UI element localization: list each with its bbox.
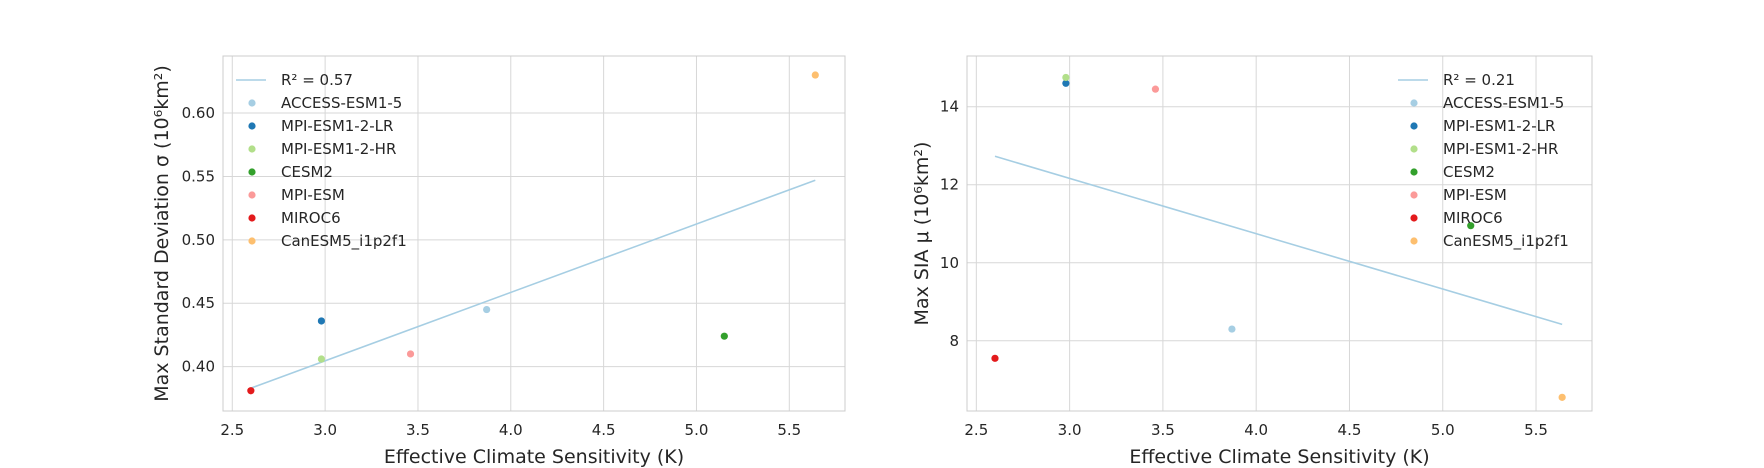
x-axis-label: Effective Climate Sensitivity (K) <box>384 446 684 468</box>
legend-label: MPI-ESM <box>1443 186 1507 204</box>
sia-vs-ecs-panel: 2.5 3.0 3.5 4.0 4.5 5.0 5.5 8 10 12 14 Effective Cl… <box>911 55 1593 468</box>
legend-marker <box>1410 145 1418 153</box>
y-axis-label: Max SIA μ (10⁶km²) <box>911 142 933 326</box>
legend-marker <box>248 168 256 176</box>
x-tick-label: 2.5 <box>220 421 244 439</box>
data-point-mpi-esm1-2-hr <box>1062 73 1070 82</box>
x-tick-label: 4.5 <box>1338 421 1362 439</box>
y-tick-label: 0.40 <box>182 358 215 376</box>
x-tick-label: 4.0 <box>1244 421 1268 439</box>
legend-label: CanESM5_i1p2f1 <box>1443 232 1569 251</box>
legend-label: ACCESS-ESM1-5 <box>1443 94 1564 112</box>
sd-vs-ecs-panel: 2.5 3.0 3.5 4.0 4.5 5.0 5.5 0.40 0.45 0.50 0.55 0.6… <box>151 55 846 468</box>
x-axis-label: Effective Climate Sensitivity (K) <box>1129 446 1429 468</box>
data-point-canesm5-i1p2f1 <box>1558 393 1566 401</box>
legend-marker <box>1410 168 1418 176</box>
legend-label: MIROC6 <box>1443 209 1503 227</box>
legend-label: CESM2 <box>281 163 333 181</box>
legend-marker <box>248 122 256 130</box>
legend-label: MPI-ESM1-2-HR <box>281 140 396 158</box>
plot-frame <box>222 55 846 412</box>
data-point-canesm5-i1p2f1 <box>811 71 819 79</box>
data-point-mpi-esm <box>1151 85 1160 93</box>
y-tick-label: 14 <box>940 98 959 116</box>
legend-marker <box>248 145 256 153</box>
data-point-access-esm1-5 <box>1228 325 1236 333</box>
y-tick-label: 12 <box>940 176 959 194</box>
x-tick-label: 3.5 <box>406 421 430 439</box>
regression-line <box>994 155 1563 326</box>
data-point-cesm2 <box>1467 222 1475 230</box>
x-tick-label: 3.5 <box>1151 421 1175 439</box>
y-tick-label: 0.60 <box>182 104 215 122</box>
legend-label: R² = 0.57 <box>281 71 353 89</box>
legend-label: R² = 0.21 <box>1443 71 1515 89</box>
y-axis-label: Max Standard Deviation σ (10⁶km²) <box>151 65 173 402</box>
legend-label: CanESM5_i1p2f1 <box>281 232 407 251</box>
legend-label: CESM2 <box>1443 163 1495 181</box>
legend-label: MPI-ESM1-2-HR <box>1443 140 1558 158</box>
y-tick-label: 0.55 <box>182 167 215 185</box>
data-point-mpi-esm1-2-hr <box>317 355 326 363</box>
x-tick-label: 3.0 <box>313 421 337 439</box>
legend-label: MIROC6 <box>281 209 341 227</box>
legend-marker <box>248 214 256 222</box>
data-point-access-esm1-5 <box>483 305 491 314</box>
legend-label: MPI-ESM <box>281 186 345 204</box>
x-tick-label: 3.0 <box>1058 421 1082 439</box>
y-tick-label: 0.50 <box>182 231 215 249</box>
data-point-miroc6 <box>991 354 999 362</box>
y-tick-label: 10 <box>940 254 959 272</box>
legend-marker <box>1410 122 1418 130</box>
plot-frame <box>966 55 1593 412</box>
x-tick-label: 4.0 <box>499 421 523 439</box>
x-tick-label: 2.5 <box>964 421 988 439</box>
data-point-mpi-esm <box>406 350 415 358</box>
legend-label: MPI-ESM1-2-LR <box>281 117 393 135</box>
legend-marker <box>1410 237 1418 245</box>
x-tick-label: 5.5 <box>777 421 801 439</box>
legend-label: ACCESS-ESM1-5 <box>281 94 402 112</box>
legend: R² = 0.21 ACCESS-ESM1-5 MPI-ESM1-2-LR MPI-E… <box>1398 71 1569 251</box>
legend-label: MPI-ESM1-2-LR <box>1443 117 1555 135</box>
legend: R² = 0.57 ACCESS-ESM1-5 MPI-ESM1-2-LR MPI-E… <box>236 71 407 251</box>
y-tick-label: 8 <box>949 332 959 350</box>
regression-line <box>250 179 816 389</box>
data-point-mpi-esm1-2-lr <box>1062 79 1070 87</box>
data-point-miroc6 <box>247 387 255 395</box>
x-tick-label: 4.5 <box>592 421 616 439</box>
data-point-cesm2 <box>720 332 728 340</box>
y-tick-label: 0.45 <box>182 294 215 312</box>
legend-marker <box>248 237 256 245</box>
data-point-mpi-esm1-2-lr <box>317 317 326 325</box>
x-tick-label: 5.0 <box>1431 421 1455 439</box>
x-tick-label: 5.0 <box>685 421 709 439</box>
x-tick-label: 5.5 <box>1524 421 1548 439</box>
legend-marker <box>248 191 256 199</box>
legend-marker <box>1410 99 1418 107</box>
legend-marker <box>1410 214 1418 222</box>
legend-marker <box>248 99 256 107</box>
legend-marker <box>1410 191 1418 199</box>
